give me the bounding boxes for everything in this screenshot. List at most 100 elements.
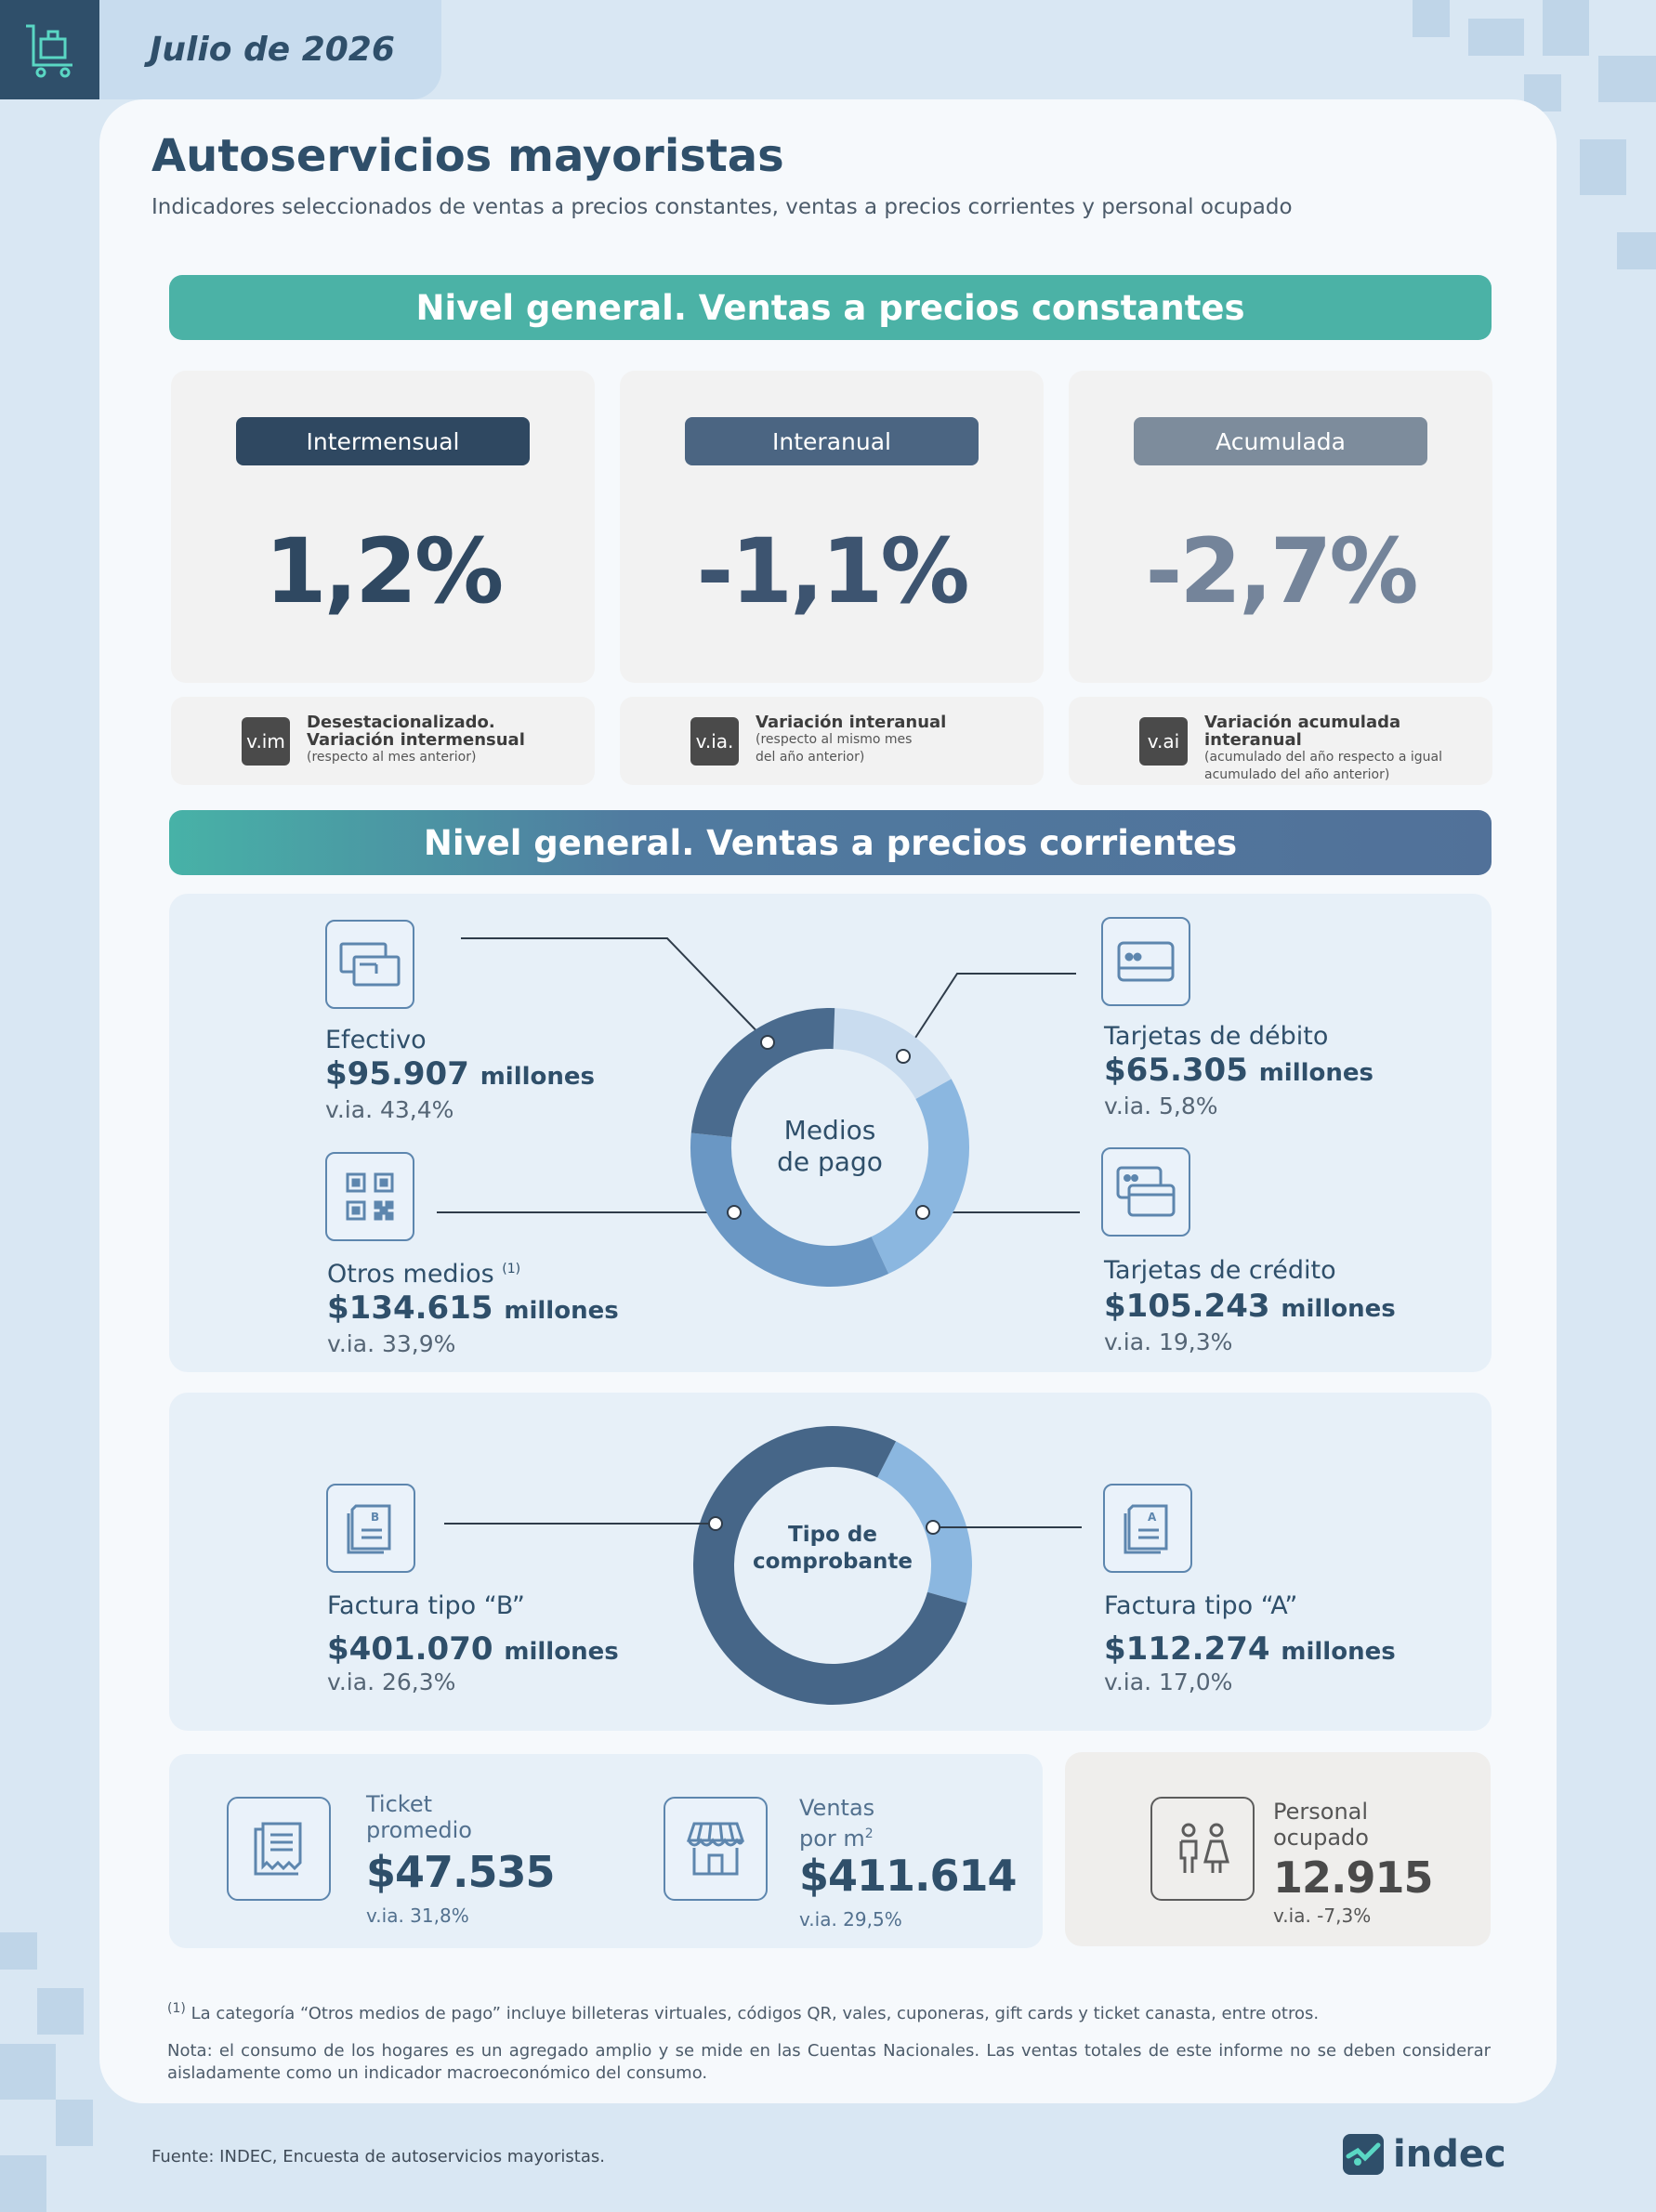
legend-tag: v.im — [242, 717, 290, 766]
personal-label-2: ocupado — [1273, 1825, 1369, 1851]
debito-label: Tarjetas de débito — [1104, 1022, 1329, 1051]
payment-methods-donut — [690, 1008, 969, 1287]
otros-unit: millones — [504, 1297, 619, 1325]
current-prices-banner: Nivel general. Ventas a precios corrient… — [169, 810, 1492, 875]
qr-code-icon — [346, 1172, 394, 1221]
report-date: Julio de 2026 — [150, 31, 395, 69]
otros-footnote-ref: (1) — [502, 1262, 521, 1276]
ticket-value: $47.535 — [366, 1847, 556, 1897]
svg-text:A: A — [1148, 1511, 1157, 1524]
personal-label-1: Personal — [1273, 1799, 1369, 1825]
legend-tag: v.ia. — [690, 717, 739, 766]
otros-label-text: Otros medios — [327, 1260, 494, 1289]
receipt-type-donut — [693, 1426, 972, 1705]
legend-title: Variación acumulada interanual — [1204, 713, 1401, 750]
personal-via: v.ia. -7,3% — [1273, 1904, 1372, 1927]
debito-amount: $65.305 — [1104, 1052, 1248, 1089]
legend-note: (acumulado del año respecto a igual acum… — [1204, 750, 1443, 782]
otros-label: Otros medios (1) — [327, 1260, 520, 1289]
donut-center-line-2: comprobante — [753, 1550, 913, 1574]
note: Nota: el consumo de los hogares es un ag… — [167, 2041, 1491, 2083]
receipt-donut-slice-1 — [693, 1426, 967, 1705]
otros-value: $134.615 millones — [327, 1289, 619, 1327]
metric-acumulada: Acumulada -2,7% — [1069, 371, 1492, 683]
efectivo-via: v.ia. 43,4% — [325, 1096, 454, 1123]
otros-amount: $134.615 — [327, 1289, 493, 1327]
factura-b-amount: $401.070 — [327, 1630, 493, 1668]
legend-note: (respecto al mismo mes del año anterior) — [756, 732, 913, 765]
factura-b-icon-box: B — [326, 1484, 415, 1573]
factura-b-label: Factura tipo “B” — [327, 1591, 525, 1620]
otros-icon-box — [325, 1152, 414, 1241]
ticket-label-2: promedio — [366, 1817, 472, 1843]
credito-via: v.ia. 19,3% — [1104, 1329, 1233, 1355]
otros-via: v.ia. 33,9% — [327, 1330, 456, 1357]
metric-value: 1,2% — [264, 519, 504, 623]
metric-label: Interanual — [685, 417, 979, 465]
ventas-m2-icon-box — [664, 1797, 768, 1901]
cart-tile — [0, 0, 99, 99]
debito-unit: millones — [1258, 1059, 1374, 1087]
indec-logo-icon — [1343, 2134, 1384, 2175]
credito-amount: $105.243 — [1104, 1288, 1270, 1325]
metric-label: Intermensual — [236, 417, 530, 465]
sales-indicators-box: Ticket promedio $47.535 v.ia. 31,8% Vent… — [169, 1754, 1043, 1948]
personal-label: Personal ocupado — [1273, 1799, 1369, 1851]
ventas-m2-label-2-wrap: por m2 — [799, 1821, 874, 1852]
factura-b-value: $401.070 millones — [327, 1630, 619, 1668]
factura-a-unit: millones — [1281, 1638, 1396, 1666]
ventas-m2-label: Ventas por m2 — [799, 1795, 874, 1852]
metric-intermensual: Intermensual 1,2% — [171, 371, 595, 683]
payment-donut-slice-3 — [690, 1008, 835, 1138]
legend-note: (respecto al mes anterior) — [307, 750, 477, 765]
factura-a-label: Factura tipo “A” — [1104, 1591, 1298, 1620]
donut-center-line-1: Medios — [783, 1115, 876, 1145]
legend-vim: v.im Desestacionalizado. Variación inter… — [171, 697, 595, 785]
credit-cards-icon — [1116, 1166, 1176, 1217]
invoice-a-icon: A — [1124, 1504, 1168, 1554]
shopping-cart-icon — [25, 24, 72, 77]
factura-a-via: v.ia. 17,0% — [1104, 1669, 1233, 1695]
receipt-donut-slice-0 — [876, 1441, 972, 1603]
date-tab: Julio de 2026 — [99, 0, 441, 99]
legend-tag: v.ai — [1139, 717, 1188, 766]
ventas-m2-via: v.ia. 29,5% — [799, 1908, 902, 1931]
efectivo-amount: $95.907 — [325, 1055, 469, 1093]
receipt-icon — [254, 1822, 302, 1876]
svg-text:B: B — [371, 1511, 379, 1524]
ticket-via: v.ia. 31,8% — [366, 1904, 469, 1927]
ticket-icon-box — [227, 1797, 331, 1901]
factura-a-icon-box: A — [1103, 1484, 1192, 1573]
page-subtitle: Indicadores seleccionados de ventas a pr… — [151, 195, 1293, 219]
personal-box: Personal ocupado 12.915 v.ia. -7,3% — [1065, 1752, 1491, 1946]
efectivo-label: Efectivo — [325, 1026, 427, 1054]
people-icon — [1179, 1823, 1229, 1873]
footnote-1: (1) La categoría “Otros medios de pago” … — [167, 1997, 1491, 2025]
factura-a-value: $112.274 millones — [1104, 1630, 1396, 1668]
factura-a-amount: $112.274 — [1104, 1630, 1270, 1668]
credito-unit: millones — [1281, 1295, 1396, 1323]
debito-via: v.ia. 5,8% — [1104, 1093, 1218, 1119]
cash-icon — [339, 942, 401, 987]
credito-label: Tarjetas de crédito — [1104, 1256, 1336, 1285]
debit-card-icon — [1117, 941, 1175, 982]
ticket-label: Ticket promedio — [366, 1791, 472, 1843]
factura-b-via: v.ia. 26,3% — [327, 1669, 456, 1695]
legend-vai: v.ai Variación acumulada interanual (acu… — [1069, 697, 1492, 785]
payment-donut-slice-1 — [871, 1079, 969, 1275]
ventas-m2-label-1: Ventas — [799, 1795, 875, 1821]
personal-icon-box — [1150, 1797, 1255, 1901]
efectivo-icon-box — [325, 920, 414, 1009]
debito-value: $65.305 millones — [1104, 1052, 1373, 1089]
payment-donut-center: Medios de pago — [737, 1115, 923, 1178]
metric-value: -2,7% — [1145, 519, 1418, 623]
legend-title: Variación interanual — [756, 713, 947, 732]
page-title: Autoservicios mayoristas — [151, 130, 784, 182]
legend-via: v.ia. Variación interanual (respecto al … — [620, 697, 1044, 785]
constant-prices-banner: Nivel general. Ventas a precios constant… — [169, 275, 1492, 340]
footnote-1-ref: (1) — [167, 2001, 186, 2016]
ventas-m2-label-sup: 2 — [864, 1826, 874, 1841]
receipt-donut-center: Tipo de comprobante — [740, 1522, 926, 1576]
personal-value: 12.915 — [1273, 1852, 1434, 1903]
payment-donut-slice-2 — [690, 1132, 889, 1287]
